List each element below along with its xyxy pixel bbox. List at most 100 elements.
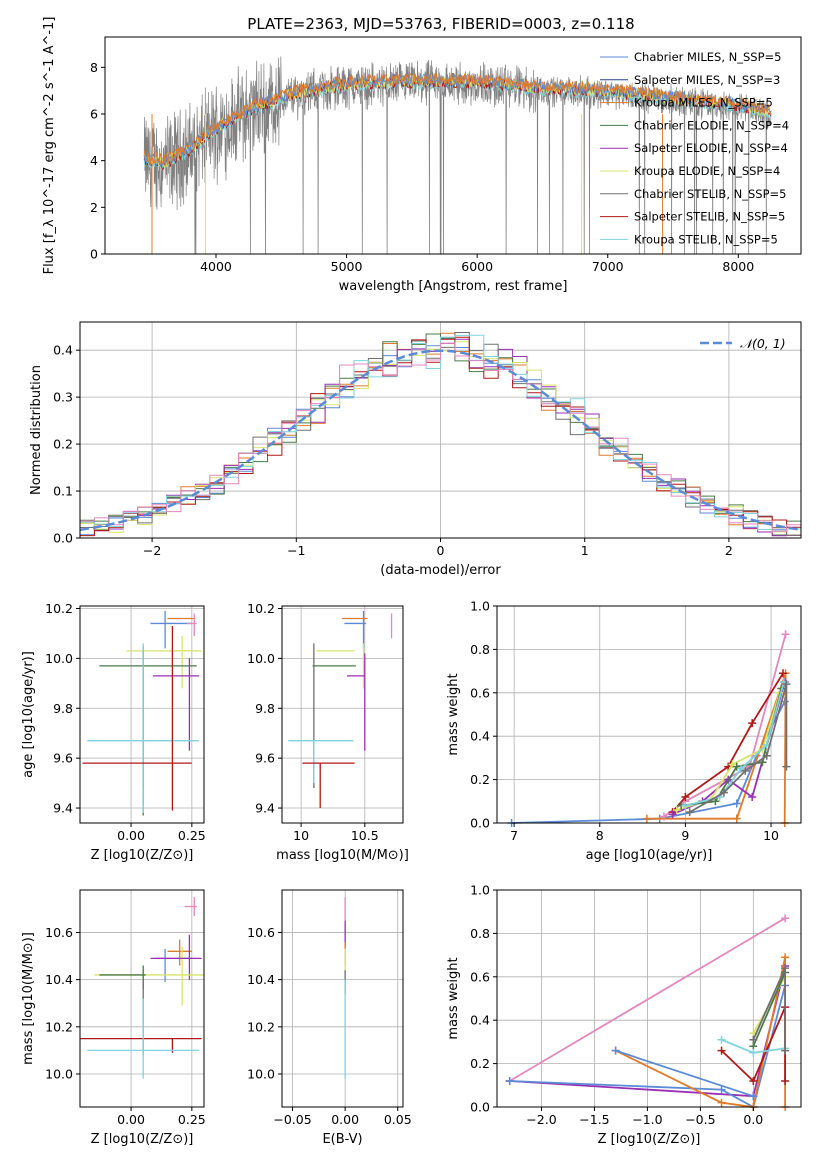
legend-entry: Kroupa STELIB, N_SSP=5 — [634, 232, 778, 246]
plot-frame — [281, 605, 404, 824]
x-tick-label: 7000 — [592, 259, 624, 274]
y-tick-label: 10.0 — [45, 1066, 73, 1081]
y-tick-label: 0.1 — [53, 484, 73, 499]
x-axis-label: E(B-V) — [322, 1132, 362, 1147]
mass-weight-marker — [611, 1046, 620, 1055]
y-tick-label: 8 — [90, 60, 98, 75]
mass-weight-marker — [717, 1035, 726, 1044]
x-tick-label: 0.05 — [384, 1112, 412, 1127]
y-tick-label: 2 — [90, 200, 98, 215]
y-tick-label: 0.2 — [53, 437, 73, 452]
x-tick-label: 2 — [725, 543, 733, 558]
y-tick-label: 10.6 — [247, 925, 275, 940]
mass-weight-marker — [719, 788, 728, 797]
y-tick-label: 0.4 — [470, 1013, 490, 1028]
y-tick-label: 9.8 — [255, 701, 275, 716]
y-tick-label: 1.0 — [470, 883, 490, 898]
mass-weight-marker — [659, 812, 668, 821]
x-tick-label: 0.0 — [743, 1112, 763, 1127]
mass-weight-marker — [781, 1076, 790, 1085]
plot-frame — [79, 889, 205, 1108]
mass-weight-marker — [741, 766, 750, 775]
y-tick-label: 9.4 — [255, 801, 275, 816]
legend-entry: Chabrier ELODIE, N_SSP=4 — [634, 118, 789, 132]
mass-vs-metallicity-panel: 0.00 0.25 10.0 10.2 10.4 10.6 Z [log10(Z/Z⊙)] m… — [21, 889, 206, 1147]
y-tick-label: 9.6 — [255, 751, 275, 766]
x-tick-label: 4000 — [200, 259, 232, 274]
x-tick-label: 0.00 — [331, 1112, 359, 1127]
legend-entry: Chabrier MILES, N_SSP=5 — [634, 50, 781, 64]
mass-weight-vs-age-panel: 7 8 9 10 0.0 0.2 0.4 0.6 0.8 1.0 age [log10(age/yr… — [446, 599, 802, 863]
mass-weight-marker — [749, 1076, 758, 1085]
y-tick-label: 10.0 — [45, 651, 73, 666]
y-tick-label: 10.0 — [247, 1066, 275, 1081]
y-tick-label: 4 — [90, 153, 98, 168]
mass-weight-marker — [717, 1098, 726, 1107]
plot-frame — [79, 605, 205, 824]
y-tick-label: 0.6 — [470, 969, 490, 984]
x-tick-label: 5000 — [331, 259, 363, 274]
mass-weight-marker — [781, 630, 790, 639]
y-tick-label: 9.4 — [53, 801, 73, 816]
y-tick-label: 10.4 — [45, 972, 73, 987]
x-tick-label: −0.05 — [273, 1112, 311, 1127]
y-tick-label: 10.0 — [247, 651, 275, 666]
x-tick-label: 8000 — [722, 259, 754, 274]
mass-weight-series — [615, 1049, 754, 1098]
y-axis-label: Normed distribution — [29, 365, 44, 495]
mass-weight-series — [752, 972, 786, 1047]
mass-weight-marker — [749, 1048, 758, 1057]
y-axis-label: mass [log10(M/M⊙)] — [21, 932, 36, 1065]
mass-weight-marker — [685, 808, 694, 817]
y-tick-label: 9.8 — [53, 701, 73, 716]
mass-weight-marker — [781, 953, 790, 962]
x-tick-label: 9 — [681, 828, 689, 843]
y-axis-label: mass weight — [446, 673, 461, 755]
legend-entry: Salpeter MILES, N_SSP=3 — [634, 73, 780, 87]
y-tick-label: 0.4 — [470, 729, 490, 744]
normal-distribution-curve — [79, 349, 802, 532]
x-axis-label: mass [log10(M/M⊙)] — [276, 848, 409, 863]
plot-frame — [496, 889, 802, 1108]
y-tick-label: 10.2 — [45, 1019, 73, 1034]
x-tick-label: 10.5 — [351, 828, 379, 843]
mass-weight-marker — [672, 805, 681, 814]
plot-frame — [104, 36, 802, 255]
mass-weight-series — [509, 917, 786, 1082]
plot-frame — [496, 605, 802, 824]
age-vs-mass-panel: 10 10.5 9.4 9.6 9.8 10.0 10.2 mass [log10(M/M⊙)… — [247, 601, 409, 863]
x-tick-label: 6000 — [461, 259, 493, 274]
y-tick-label: 0.0 — [53, 531, 73, 546]
mass-weight-marker — [781, 914, 790, 923]
mass-weight-marker — [681, 792, 690, 801]
mass-weight-marker — [728, 760, 737, 769]
mass-weight-marker — [782, 680, 791, 689]
mass-vs-ebv-panel: −0.05 0.00 0.05 10.0 10.2 10.4 10.6 E(B-V) — [247, 889, 412, 1147]
x-tick-label: 8 — [596, 828, 604, 843]
y-tick-label: 10.4 — [247, 972, 275, 987]
mass-weight-marker — [732, 799, 741, 808]
x-axis-label: Z [log10(Z/Z⊙)] — [91, 1132, 194, 1147]
y-axis-label: Flux [f_λ 10^-17 erg cm^-2 s^-1 A^-1] — [42, 17, 57, 275]
y-tick-label: 0.2 — [470, 772, 490, 787]
mass-weight-marker — [642, 814, 651, 823]
y-tick-label: 1.0 — [470, 599, 490, 614]
mass-weight-series — [511, 701, 786, 824]
mass-weight-marker — [749, 1035, 758, 1044]
mass-weight-marker — [749, 1092, 758, 1101]
figure-title: PLATE=2363, MJD=53763, FIBERID=0003, z=0… — [247, 15, 634, 33]
y-tick-label: 10.2 — [247, 1019, 275, 1034]
y-tick-label: 10.2 — [45, 601, 73, 616]
legend-entry: Salpeter ELODIE, N_SSP=4 — [634, 141, 788, 155]
y-axis-label: mass weight — [446, 957, 461, 1039]
mass-weight-marker — [505, 1076, 514, 1085]
x-tick-label: −0.5 — [685, 1112, 715, 1127]
x-tick-label: −1 — [287, 543, 305, 558]
mass-weight-marker — [668, 810, 677, 819]
mass-weight-marker — [748, 719, 757, 728]
spectrum-panel: 4000 5000 6000 7000 8000 0 2 4 6 8 wavelength [Ang… — [42, 17, 802, 294]
x-tick-label: 0.25 — [178, 1112, 206, 1127]
y-tick-label: 0.4 — [53, 343, 73, 358]
legend-entry: 𝒩(0, 1) — [740, 336, 786, 351]
mass-weight-marker — [737, 764, 746, 773]
